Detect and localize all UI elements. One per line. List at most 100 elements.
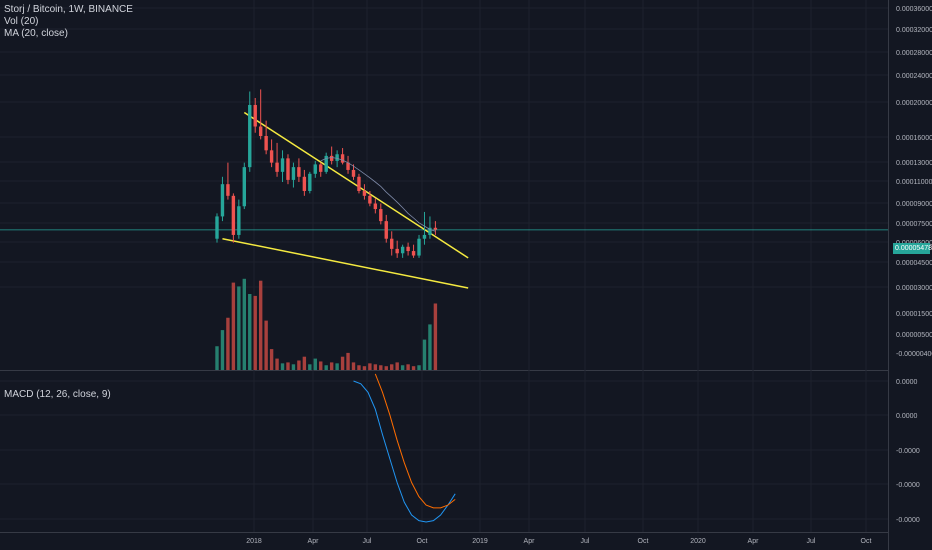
price-tick-label: 0.00036000 xyxy=(896,6,932,13)
candle-body xyxy=(395,248,399,254)
price-tick-label: 0.00013000 xyxy=(896,160,932,167)
volume-bar xyxy=(346,352,350,370)
time-tick-label: Oct xyxy=(417,538,428,545)
candle-body xyxy=(384,221,388,239)
candle-body xyxy=(400,246,405,254)
candle-body xyxy=(226,184,230,196)
macd-line xyxy=(353,380,456,523)
volume-bar xyxy=(406,364,410,370)
candle-body xyxy=(242,167,246,207)
candle-body xyxy=(269,150,274,163)
volume-bar xyxy=(242,278,246,370)
time-tick-label: Jul xyxy=(581,538,590,545)
trendline-upper xyxy=(243,111,469,259)
volume-bar xyxy=(264,320,268,370)
candle-body xyxy=(291,167,296,180)
macd-legend[interactable]: MACD (12, 26, close, 9) xyxy=(4,389,111,400)
volume-bar xyxy=(368,363,372,370)
volume-bar xyxy=(302,356,307,370)
candle-body xyxy=(357,176,361,191)
volume-bar xyxy=(215,346,219,370)
candle-body xyxy=(368,195,372,204)
candle-body xyxy=(220,184,225,217)
candle-body xyxy=(324,155,328,172)
ma-legend[interactable]: MA (20, close) xyxy=(4,28,68,39)
last-price-tag: 0.00005478 xyxy=(893,243,932,254)
candle-body xyxy=(362,190,367,196)
candle-body xyxy=(258,126,263,137)
macd-pane xyxy=(353,373,456,523)
time-tick-label: 2019 xyxy=(472,538,488,545)
candle-body xyxy=(379,209,383,222)
chart-grid xyxy=(0,0,889,550)
price-tick-label: 0.00024000 xyxy=(896,73,932,80)
candle-body xyxy=(248,104,252,168)
candle-body xyxy=(253,104,257,127)
volume-bar xyxy=(390,364,394,370)
candle-body xyxy=(417,238,421,256)
macd-tick-label: 0.0000 xyxy=(896,379,918,386)
time-tick-label: Jul xyxy=(807,538,816,545)
macd-tick-label: -0.0000 xyxy=(896,448,920,455)
time-tick-label: 2020 xyxy=(690,538,706,545)
candle-body xyxy=(319,164,323,172)
time-tick-label: Apr xyxy=(308,538,320,545)
volume-bar xyxy=(220,330,225,370)
volume-bar xyxy=(324,365,328,370)
price-tick-label: 0.00011000 xyxy=(896,179,932,186)
volume-bar xyxy=(248,294,252,370)
volume-bars xyxy=(215,278,438,370)
time-tick-label: Oct xyxy=(638,538,649,545)
candle-body xyxy=(280,158,285,172)
candle-body xyxy=(297,167,301,177)
price-tick-label: 0.00004500 xyxy=(896,260,932,267)
candle-body xyxy=(335,154,339,161)
volume-bar xyxy=(395,362,399,370)
volume-bar xyxy=(231,282,236,370)
volume-bar xyxy=(335,363,339,370)
candle-body xyxy=(237,206,241,235)
volume-bar xyxy=(237,286,241,370)
candle-body xyxy=(411,251,416,256)
candle-body xyxy=(428,227,432,235)
volume-bar xyxy=(422,339,427,370)
volume-bar xyxy=(269,349,274,370)
candle-body xyxy=(308,173,312,191)
volume-bar xyxy=(411,366,416,370)
price-tick-label: 0.00032000 xyxy=(896,27,932,34)
candle-body xyxy=(215,216,219,239)
volume-bar xyxy=(373,364,378,370)
price-tick-label: 0.00016000 xyxy=(896,135,932,142)
volume-bar xyxy=(433,303,438,370)
candle-body xyxy=(231,195,236,235)
candle-body xyxy=(340,154,345,163)
volume-bar xyxy=(428,324,432,370)
time-tick-label: Jul xyxy=(363,538,372,545)
volume-bar xyxy=(291,364,296,370)
time-tick-label: Apr xyxy=(748,538,760,545)
candle-body xyxy=(390,238,394,249)
time-tick-label: Apr xyxy=(524,538,536,545)
candle-body xyxy=(373,203,378,210)
volume-bar xyxy=(319,361,323,370)
price-tick-label: 0.00009000 xyxy=(896,201,932,208)
candle-body xyxy=(286,158,290,180)
volume-bar xyxy=(253,295,257,370)
volume-legend[interactable]: Vol (20) xyxy=(4,16,39,27)
volume-bar xyxy=(400,365,405,370)
volume-bar xyxy=(297,360,301,370)
candle-body xyxy=(264,136,268,151)
trendline-lower xyxy=(222,237,469,289)
price-tick-label: 0.00020000 xyxy=(896,100,932,107)
volume-bar xyxy=(384,366,388,370)
chart-title[interactable]: Storj / Bitcoin, 1W, BINANCE xyxy=(4,4,133,15)
candle-body xyxy=(406,246,410,252)
candles xyxy=(215,89,438,258)
volume-tick-label: 0.00000500 xyxy=(896,332,932,339)
volume-bar xyxy=(340,356,345,370)
price-tick-label: 0.00003000 xyxy=(896,285,932,292)
price-tick-label: 0.00028000 xyxy=(896,50,932,57)
volume-tick-label: -0.00000400 xyxy=(896,351,932,358)
volume-bar xyxy=(258,280,263,370)
